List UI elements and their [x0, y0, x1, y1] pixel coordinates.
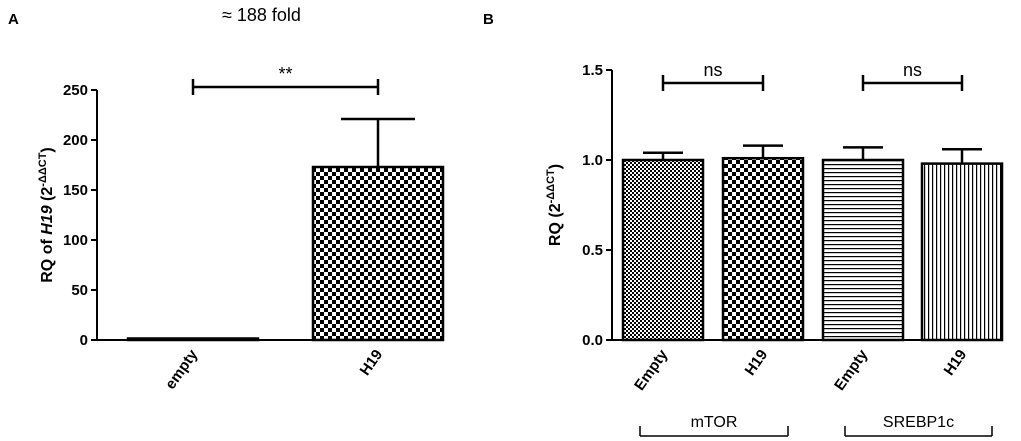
- bar: [721, 156, 805, 342]
- y-axis-label: RQ of H19 (2-ΔΔCT): [37, 147, 56, 283]
- bar: [821, 158, 905, 342]
- x-tick-label: empty: [162, 346, 202, 392]
- panel-b: B 0.0 0.5 1.0 1.5 RQ (2-ΔΔCT) Empty H19 Empty H19…: [483, 11, 1004, 437]
- panel-letter: B: [483, 11, 494, 28]
- y-tick-label: 200: [63, 132, 88, 149]
- fold-change-annotation: ≈ 188 fold: [222, 5, 301, 25]
- y-axis-label-part: -ΔΔCT: [37, 152, 49, 186]
- x-tick-label: Empty: [631, 346, 672, 394]
- significance-label: ns: [903, 60, 922, 80]
- significance-label: **: [278, 64, 292, 84]
- significance-label: ns: [703, 60, 722, 80]
- y-axis-label-part: ): [39, 147, 56, 152]
- x-tick-label: H19: [357, 347, 387, 379]
- bar: [621, 158, 705, 342]
- bar: [126, 337, 260, 342]
- x-tick-label: H19: [742, 347, 772, 379]
- x-tick-label: H19: [941, 347, 971, 379]
- y-tick-label: 100: [63, 232, 88, 249]
- y-axis-label-part: ): [547, 164, 564, 169]
- y-tick-label: 150: [63, 182, 88, 199]
- y-axis-label-part: RQ of: [39, 235, 56, 283]
- y-axis-label-part: H19: [39, 205, 56, 234]
- y-tick-label: 0: [80, 332, 88, 349]
- panel-a: A 0 50 100 150 200 250 RQ of H19 (2-ΔΔCT) empty H…: [8, 5, 445, 392]
- y-tick-label: 1.0: [582, 152, 603, 169]
- y-tick-label: 50: [71, 282, 88, 299]
- y-axis-label-part: -ΔΔCT: [545, 169, 557, 203]
- y-axis-label: RQ (2-ΔΔCT): [545, 164, 564, 246]
- bar: [311, 165, 445, 342]
- y-tick-label: 0.0: [582, 332, 603, 349]
- y-axis-label-part: (2: [39, 187, 56, 206]
- bar: [920, 162, 1004, 342]
- y-tick-label: 1.5: [582, 62, 603, 79]
- x-tick-label: Empty: [831, 346, 872, 394]
- y-tick-label: 250: [63, 82, 88, 99]
- group-label: mTOR: [691, 414, 738, 431]
- y-tick-label: 0.5: [582, 242, 603, 259]
- y-axis-label-part: RQ (2: [547, 203, 564, 246]
- panel-letter: A: [8, 11, 19, 28]
- group-label: SREBP1c: [883, 414, 954, 431]
